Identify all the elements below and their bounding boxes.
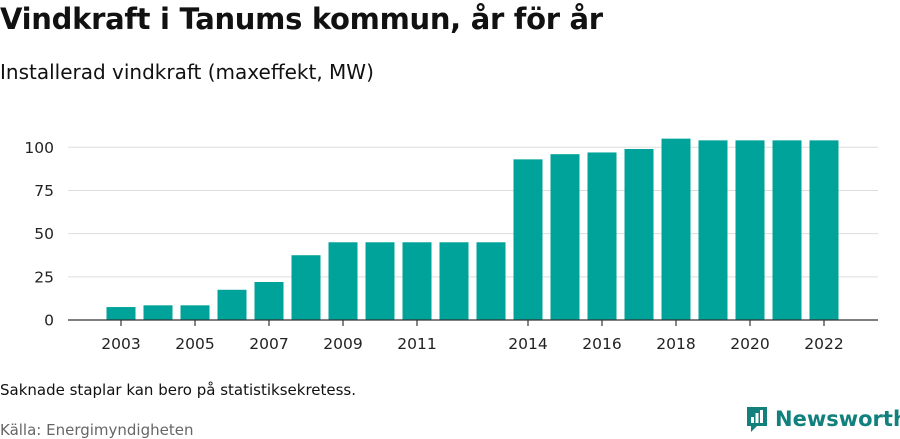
bar <box>550 154 580 320</box>
bar <box>735 140 765 320</box>
x-tick-label: 2003 <box>101 335 140 353</box>
newsworthy-logo: Newsworthy <box>745 405 900 433</box>
bar <box>217 289 247 320</box>
footnote: Saknade staplar kan bero på statistiksek… <box>0 381 357 399</box>
source-text: Källa: Energimyndigheten <box>0 421 194 439</box>
bar <box>698 140 728 320</box>
y-tick-label: 100 <box>24 139 54 157</box>
bar <box>439 242 469 320</box>
bar <box>254 282 284 320</box>
bar <box>624 149 654 320</box>
x-tick-label: 2018 <box>656 335 695 353</box>
bar <box>291 255 321 320</box>
bar <box>402 242 432 320</box>
y-tick-label: 25 <box>34 268 54 286</box>
x-tick-label: 2014 <box>508 335 547 353</box>
newsworthy-logo-icon <box>747 407 767 432</box>
bar <box>772 140 802 320</box>
x-tick-label: 2016 <box>582 335 621 353</box>
bar <box>365 242 395 320</box>
x-tick-label: 2022 <box>804 335 843 353</box>
y-tick-label: 0 <box>44 312 54 330</box>
bar <box>143 305 173 320</box>
chart-subtitle: Installerad vindkraft (maxeffekt, MW) <box>0 60 374 84</box>
bar <box>513 159 543 320</box>
bar <box>476 242 506 320</box>
bar <box>180 305 210 320</box>
bar <box>809 140 839 320</box>
bar <box>106 307 136 320</box>
x-tick-label: 2020 <box>730 335 769 353</box>
bar <box>328 242 358 320</box>
x-tick-label: 2007 <box>249 335 288 353</box>
bar-chart: 0 25 50 75 100 2003 2005 2007 2009 2011 2014 2016 20… <box>24 138 878 353</box>
bar <box>661 138 691 320</box>
brand-name: Newsworthy <box>775 407 900 431</box>
x-tick-label: 2009 <box>323 335 362 353</box>
x-tick-label: 2011 <box>397 335 436 353</box>
x-tick-label: 2005 <box>175 335 214 353</box>
y-tick-label: 75 <box>34 182 54 200</box>
y-tick-label: 50 <box>34 225 54 243</box>
chart-title: Vindkraft i Tanums kommun, år för år <box>0 2 603 36</box>
bar <box>587 152 617 320</box>
